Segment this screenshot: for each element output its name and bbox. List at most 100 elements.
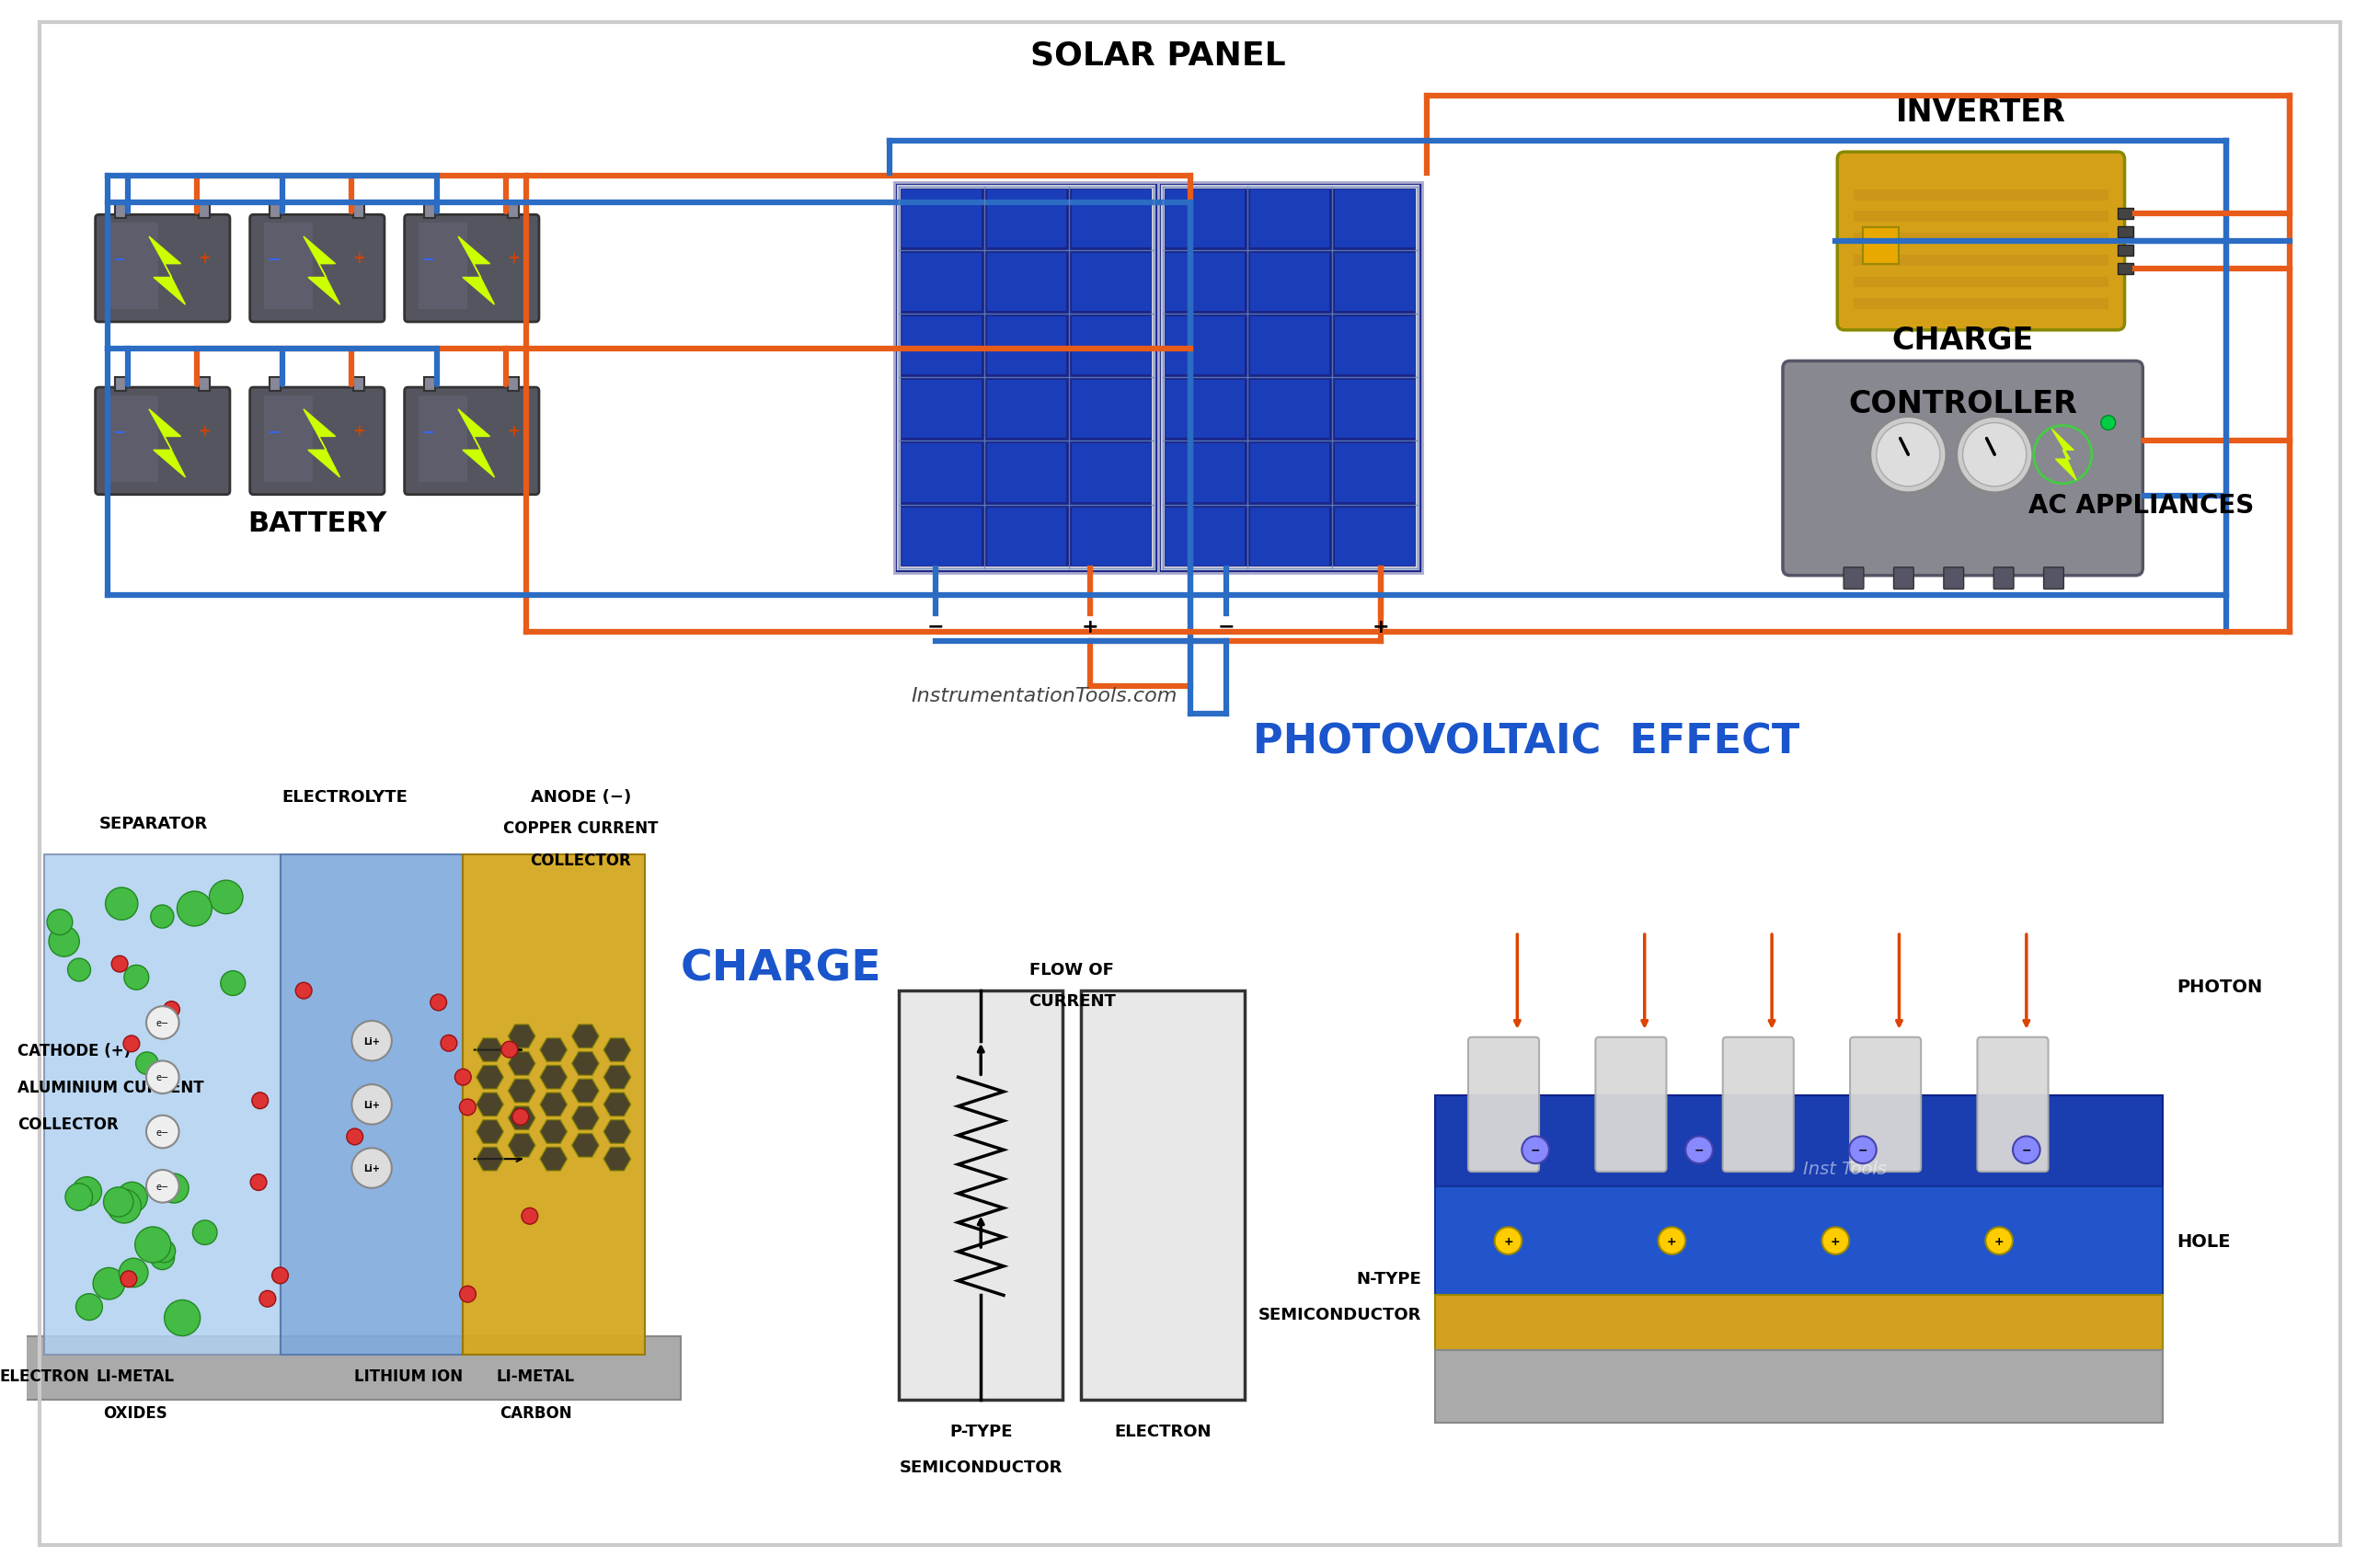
Text: CHARGE: CHARGE [1891,325,2035,356]
FancyBboxPatch shape [1594,1038,1667,1171]
Text: AC APPLIANCES: AC APPLIANCES [2028,492,2254,517]
FancyBboxPatch shape [1081,991,1243,1400]
Text: +: + [1667,1236,1677,1247]
Polygon shape [603,1066,631,1090]
FancyBboxPatch shape [509,378,518,392]
Text: COLLECTOR: COLLECTOR [16,1115,118,1132]
Circle shape [1849,1137,1877,1163]
FancyBboxPatch shape [1853,190,2108,201]
Polygon shape [509,1025,535,1049]
FancyBboxPatch shape [1853,234,2108,245]
FancyBboxPatch shape [198,205,210,220]
FancyBboxPatch shape [987,254,1067,312]
Text: +: + [1995,1236,2004,1247]
Polygon shape [459,237,495,306]
FancyBboxPatch shape [1853,212,2108,223]
Text: +: + [1081,618,1097,637]
FancyBboxPatch shape [271,378,280,392]
Text: Li+: Li+ [363,1163,379,1173]
Polygon shape [509,1079,535,1102]
Circle shape [250,1174,266,1190]
Text: −: − [266,249,280,267]
Circle shape [104,1187,134,1217]
FancyBboxPatch shape [250,215,384,323]
FancyBboxPatch shape [115,205,127,220]
FancyBboxPatch shape [1853,278,2108,289]
Circle shape [520,1207,537,1225]
Text: +: + [506,249,520,267]
Circle shape [118,1182,148,1214]
FancyBboxPatch shape [1893,568,1915,590]
FancyBboxPatch shape [115,378,127,392]
FancyBboxPatch shape [987,508,1067,566]
FancyBboxPatch shape [1837,152,2124,331]
FancyBboxPatch shape [902,254,982,312]
Circle shape [1521,1137,1550,1163]
Text: −: − [1858,1145,1868,1156]
Text: +: + [353,422,365,439]
Circle shape [120,1272,137,1287]
Text: ELECTRON: ELECTRON [0,1369,89,1385]
Polygon shape [539,1093,568,1116]
FancyBboxPatch shape [1072,508,1152,566]
FancyBboxPatch shape [900,991,1062,1400]
FancyBboxPatch shape [198,378,210,392]
Polygon shape [603,1038,631,1062]
FancyBboxPatch shape [902,190,982,248]
Circle shape [193,1220,217,1245]
Circle shape [146,1007,179,1040]
Text: ALUMINIUM CURRENT: ALUMINIUM CURRENT [16,1079,203,1096]
Circle shape [151,905,174,928]
Polygon shape [462,855,645,1355]
FancyBboxPatch shape [250,387,384,495]
Circle shape [502,1041,518,1058]
FancyBboxPatch shape [1943,568,1964,590]
FancyBboxPatch shape [1166,444,1246,502]
Polygon shape [603,1093,631,1116]
Circle shape [146,1115,179,1148]
Text: −: − [928,618,944,637]
FancyBboxPatch shape [2117,245,2134,256]
FancyBboxPatch shape [987,190,1067,248]
Circle shape [68,958,89,982]
Text: −: − [1531,1145,1540,1156]
Polygon shape [476,1093,504,1116]
Circle shape [75,1294,101,1320]
Text: +: + [198,422,212,439]
FancyBboxPatch shape [895,182,1159,574]
FancyBboxPatch shape [902,444,982,502]
Polygon shape [304,237,339,306]
FancyBboxPatch shape [1995,568,2014,590]
Circle shape [459,1286,476,1303]
Polygon shape [539,1038,568,1062]
FancyBboxPatch shape [271,205,280,220]
Text: INVERTER: INVERTER [1896,97,2065,129]
Circle shape [513,1109,528,1126]
Circle shape [1877,423,1941,488]
FancyBboxPatch shape [1072,444,1152,502]
Polygon shape [603,1120,631,1143]
Text: FLOW OF: FLOW OF [1029,961,1114,977]
Circle shape [49,927,80,956]
FancyBboxPatch shape [1251,444,1331,502]
Circle shape [165,1300,200,1336]
Circle shape [111,956,127,972]
Polygon shape [264,224,313,310]
Text: CHARGE: CHARGE [681,947,881,989]
Polygon shape [476,1120,504,1143]
FancyBboxPatch shape [1166,190,1246,248]
Polygon shape [476,1038,504,1062]
Polygon shape [572,1025,598,1049]
FancyBboxPatch shape [405,215,539,323]
Circle shape [351,1085,391,1124]
Text: e−: e− [155,1018,170,1027]
Circle shape [134,1228,172,1262]
FancyBboxPatch shape [1467,1038,1540,1171]
FancyBboxPatch shape [1166,254,1246,312]
FancyBboxPatch shape [2117,227,2134,238]
FancyBboxPatch shape [1437,1350,2162,1422]
Polygon shape [2051,430,2077,481]
Polygon shape [304,409,339,478]
FancyBboxPatch shape [1978,1038,2049,1171]
Polygon shape [111,397,158,483]
